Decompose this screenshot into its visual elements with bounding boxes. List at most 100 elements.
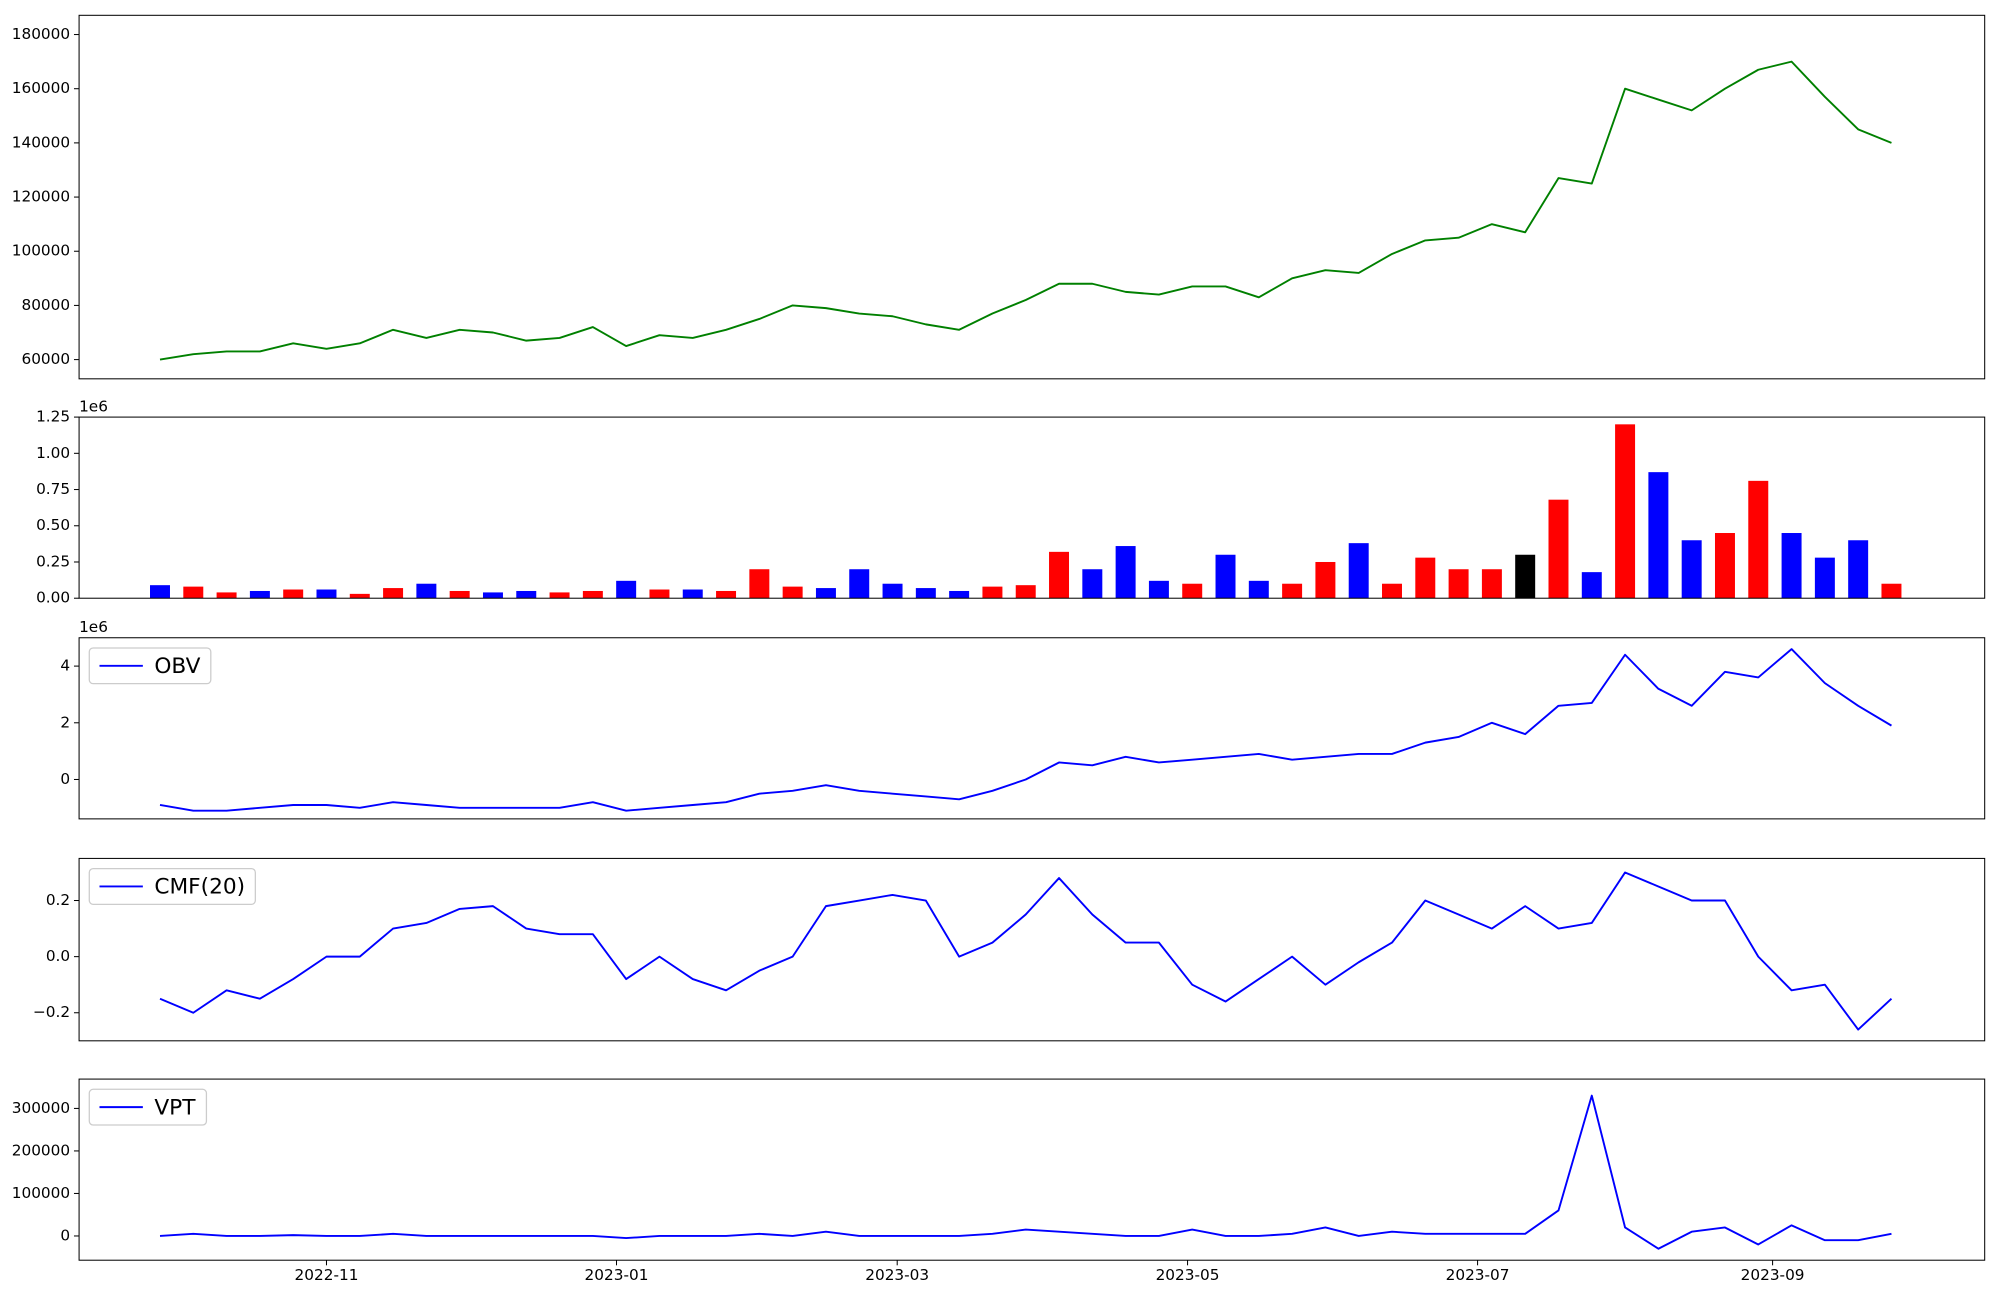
volume-bar <box>316 589 337 599</box>
y-tick-label: 100000 <box>12 242 70 260</box>
volume-bar <box>649 589 670 599</box>
y-tick-label: −0.2 <box>33 1003 70 1021</box>
y-tick-label: 0.2 <box>46 891 70 909</box>
volume-bar <box>1182 583 1203 599</box>
volume-bar <box>782 586 803 599</box>
volume-bar <box>1415 557 1436 599</box>
line-series <box>159 60 1892 361</box>
y-tick-label: 120000 <box>12 188 70 206</box>
volume-bar <box>216 592 237 599</box>
y-tick-label: 0.25 <box>36 552 70 570</box>
volume-bar <box>349 593 370 599</box>
volume-bar <box>283 589 304 599</box>
volume-bar <box>1714 533 1735 599</box>
panel: 0 100000 200000 300000 2022-11 2023-01 2023-03… <box>12 1078 1986 1284</box>
line-series <box>159 1094 1892 1250</box>
volume-bar <box>416 583 437 599</box>
volume-bar <box>183 586 204 599</box>
legend-box <box>88 647 212 685</box>
volume-bar <box>1115 546 1136 599</box>
plot-frame <box>78 1078 1986 1261</box>
y-tick-label: 140000 <box>12 133 70 151</box>
volume-bar <box>1049 551 1070 599</box>
panel: 0 2 4 1e6 OBV <box>60 618 1986 820</box>
line-series <box>159 648 1892 812</box>
y-tick-label: 2 <box>60 713 70 731</box>
volume-bar <box>549 592 570 599</box>
volume-bar <box>682 589 703 599</box>
y-tick-label: 0 <box>60 770 70 788</box>
volume-bar <box>582 590 603 599</box>
volume-bar <box>482 592 503 599</box>
y-tick-label: 0 <box>60 1226 70 1244</box>
volume-bar <box>1481 569 1502 599</box>
volume-bar <box>516 590 537 599</box>
volume-bar <box>982 586 1003 599</box>
volume-bar <box>1515 554 1536 599</box>
axis-offset-label: 1e6 <box>79 618 108 636</box>
volume-bar <box>849 569 870 599</box>
volume-bar <box>716 590 737 599</box>
volume-bar <box>1615 424 1636 599</box>
volume-bar <box>1881 583 1902 599</box>
volume-bar <box>1148 580 1169 599</box>
y-tick-label: 200000 <box>12 1141 70 1159</box>
volume-bar <box>1282 583 1303 599</box>
volume-bar <box>1248 580 1269 599</box>
y-tick-label: 160000 <box>12 79 70 97</box>
volume-bar <box>1781 533 1802 599</box>
volume-bar <box>1082 569 1103 599</box>
y-tick-label: 80000 <box>21 296 70 314</box>
volume-bar <box>1581 572 1602 599</box>
y-tick-label: 1.00 <box>36 444 70 462</box>
volume-bar <box>383 588 404 599</box>
panel: −0.2 0.0 0.2 CMF(20) <box>33 857 1986 1042</box>
panel: 60000 80000 100000 120000 140000 160000 180000 <box>12 14 1986 380</box>
volume-bar <box>1215 554 1236 599</box>
x-tick-label: 2022-11 <box>295 1266 359 1284</box>
y-tick-label: 180000 <box>12 25 70 43</box>
volume-bar <box>815 588 836 599</box>
volume-bar <box>1015 585 1036 599</box>
legend-box <box>88 1088 208 1126</box>
axis-offset-label: 1e6 <box>79 397 108 415</box>
volume-bar <box>1748 480 1769 599</box>
volume-bar <box>1814 557 1835 599</box>
volume-bar <box>449 590 470 599</box>
volume-bar <box>1448 569 1469 599</box>
x-tick-label: 2023-07 <box>1446 1266 1510 1284</box>
panel: 0.00 0.25 0.50 0.75 1.00 1.25 1e6 <box>36 397 1986 607</box>
x-tick-label: 2023-01 <box>585 1266 649 1284</box>
volume-bar <box>1681 540 1702 599</box>
legend-box <box>88 867 256 905</box>
y-tick-label: 0.50 <box>36 516 70 534</box>
volume-bar <box>882 583 903 599</box>
volume-bar <box>1848 540 1869 599</box>
y-tick-label: 0.00 <box>36 589 70 607</box>
volume-bar <box>1348 543 1369 599</box>
y-tick-label: 0.0 <box>46 947 70 965</box>
x-tick-label: 2023-03 <box>865 1266 929 1284</box>
y-tick-label: 1.25 <box>36 408 70 426</box>
volume-bar <box>616 580 637 599</box>
plot-frame <box>78 857 1986 1042</box>
volume-bar <box>150 585 170 599</box>
plot-frame <box>78 637 1986 820</box>
x-tick-label: 2023-05 <box>1156 1266 1220 1284</box>
volume-bar <box>949 590 970 599</box>
y-tick-label: 4 <box>60 657 70 675</box>
volume-bar <box>1548 499 1569 599</box>
y-tick-label: 0.75 <box>36 480 70 498</box>
volume-bar <box>915 588 936 599</box>
volume-bar <box>1382 583 1402 599</box>
y-tick-label: 100000 <box>12 1184 70 1202</box>
volume-bar <box>1648 472 1669 599</box>
volume-bar <box>249 590 270 599</box>
y-tick-label: 300000 <box>12 1099 70 1117</box>
plot-frame <box>78 416 1986 599</box>
x-tick-label: 2023-09 <box>1741 1266 1805 1284</box>
plot-frame <box>78 14 1986 380</box>
y-tick-label: 60000 <box>21 350 70 368</box>
